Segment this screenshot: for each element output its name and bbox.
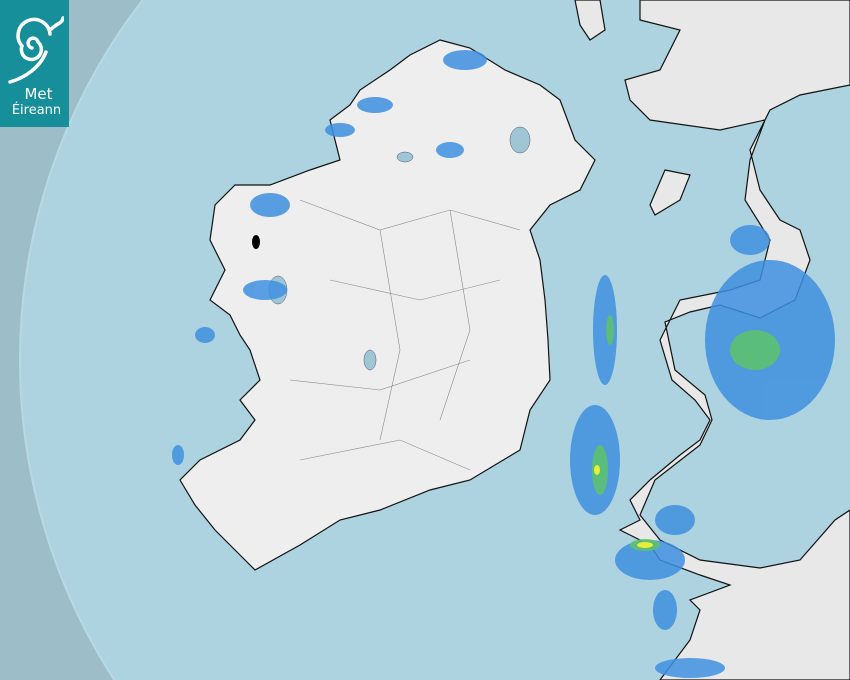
county-borders xyxy=(289,199,521,471)
met-eireann-swirl-icon xyxy=(8,16,64,84)
logo-text-met: Met xyxy=(24,85,53,103)
rain-echoes xyxy=(172,50,835,678)
logo-text-eireann: Éireann xyxy=(11,103,62,118)
radar-range-edge xyxy=(19,0,144,680)
met-eireann-logo: Met Éireann xyxy=(0,0,69,127)
ireland-land xyxy=(179,39,596,571)
